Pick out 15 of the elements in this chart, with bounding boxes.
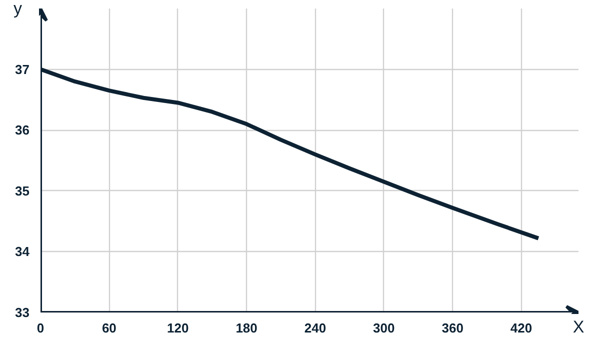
x-tick-label: 420 bbox=[510, 320, 532, 336]
x-tick-label: 60 bbox=[102, 320, 116, 336]
y-tick-label: 37 bbox=[15, 62, 30, 77]
y-tick-label: 33 bbox=[15, 305, 30, 320]
x-tick-label: 300 bbox=[373, 320, 395, 336]
x-tick-label: 240 bbox=[304, 320, 326, 336]
x-tick-label: 180 bbox=[236, 320, 258, 336]
x-axis-title: X bbox=[572, 318, 584, 336]
x-tick-label: 0 bbox=[36, 320, 44, 336]
x-tick-label: 360 bbox=[442, 320, 464, 336]
y-tick-label: 34 bbox=[15, 244, 30, 260]
x-tick-label: 120 bbox=[167, 320, 189, 336]
y-tick-label: 36 bbox=[15, 122, 30, 138]
y-axis-title: y bbox=[14, 0, 23, 18]
y-tick-label: 35 bbox=[15, 183, 30, 198]
